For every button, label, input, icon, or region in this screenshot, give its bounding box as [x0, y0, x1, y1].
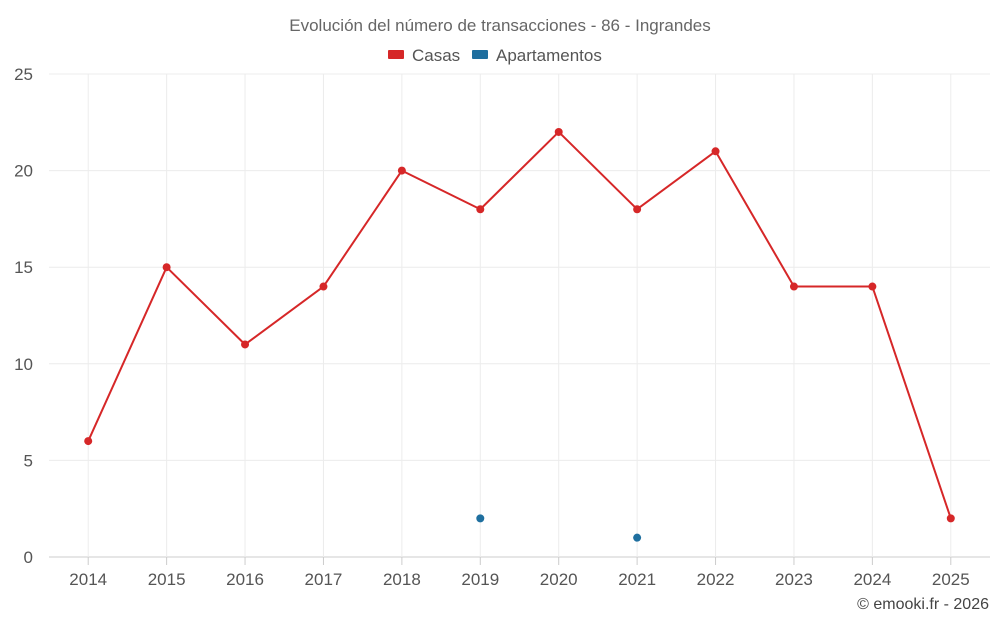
- series-casas: [84, 127, 955, 523]
- credit: © emooki.fr - 2026: [857, 596, 989, 613]
- data-point[interactable]: [162, 263, 171, 272]
- data-point[interactable]: [241, 340, 250, 349]
- x-tick-label: 2020: [540, 570, 578, 589]
- data-point[interactable]: [868, 282, 877, 291]
- x-tick-label: 2018: [383, 570, 421, 589]
- data-point[interactable]: [476, 514, 485, 523]
- x-tick-label: 2022: [697, 570, 735, 589]
- y-tick-label: 0: [24, 548, 33, 567]
- data-point[interactable]: [633, 533, 642, 542]
- y-tick-label: 10: [14, 355, 33, 374]
- legend-label-casas: Casas: [412, 46, 460, 65]
- data-point[interactable]: [946, 514, 955, 523]
- legend-swatch-casas: [388, 50, 404, 59]
- legend-swatch-apartamentos: [472, 50, 488, 59]
- x-tick-label: 2025: [932, 570, 970, 589]
- x-tick-label: 2019: [461, 570, 499, 589]
- series-line-casas: [87, 130, 952, 519]
- y-tick-label: 20: [14, 162, 33, 181]
- data-point[interactable]: [397, 166, 406, 175]
- data-point[interactable]: [633, 205, 642, 214]
- series: [84, 127, 955, 542]
- data-point[interactable]: [476, 205, 485, 214]
- legend-label-apartamentos: Apartamentos: [496, 46, 602, 65]
- legend-item-apartamentos[interactable]: Apartamentos: [472, 46, 602, 65]
- y-tick-label: 15: [14, 258, 33, 277]
- legend-item-casas[interactable]: Casas: [388, 46, 460, 65]
- x-tick-label: 2017: [305, 570, 343, 589]
- data-point[interactable]: [319, 282, 328, 291]
- x-tick-label: 2015: [148, 570, 186, 589]
- chart-title: Evolución del número de transacciones - …: [289, 16, 710, 35]
- data-point[interactable]: [711, 147, 720, 156]
- y-axis: 0 5 10 15 20 25: [14, 65, 33, 567]
- x-tick-label: 2023: [775, 570, 813, 589]
- data-point[interactable]: [84, 437, 93, 446]
- x-tick-label: 2024: [853, 570, 891, 589]
- y-tick-label: 25: [14, 65, 33, 84]
- data-point[interactable]: [789, 282, 798, 291]
- series-apartamentos: [476, 514, 642, 542]
- x-axis: 2014 2015 2016 2017 2018 2019 2020 2021 2022 2023…: [69, 557, 970, 589]
- y-tick-label: 5: [24, 451, 33, 470]
- x-tick-label: 2014: [69, 570, 107, 589]
- data-point[interactable]: [554, 127, 563, 136]
- legend: Casas Apartamentos: [388, 46, 602, 65]
- x-tick-label: 2021: [618, 570, 656, 589]
- x-tick-label: 2016: [226, 570, 264, 589]
- grid: [49, 73, 990, 558]
